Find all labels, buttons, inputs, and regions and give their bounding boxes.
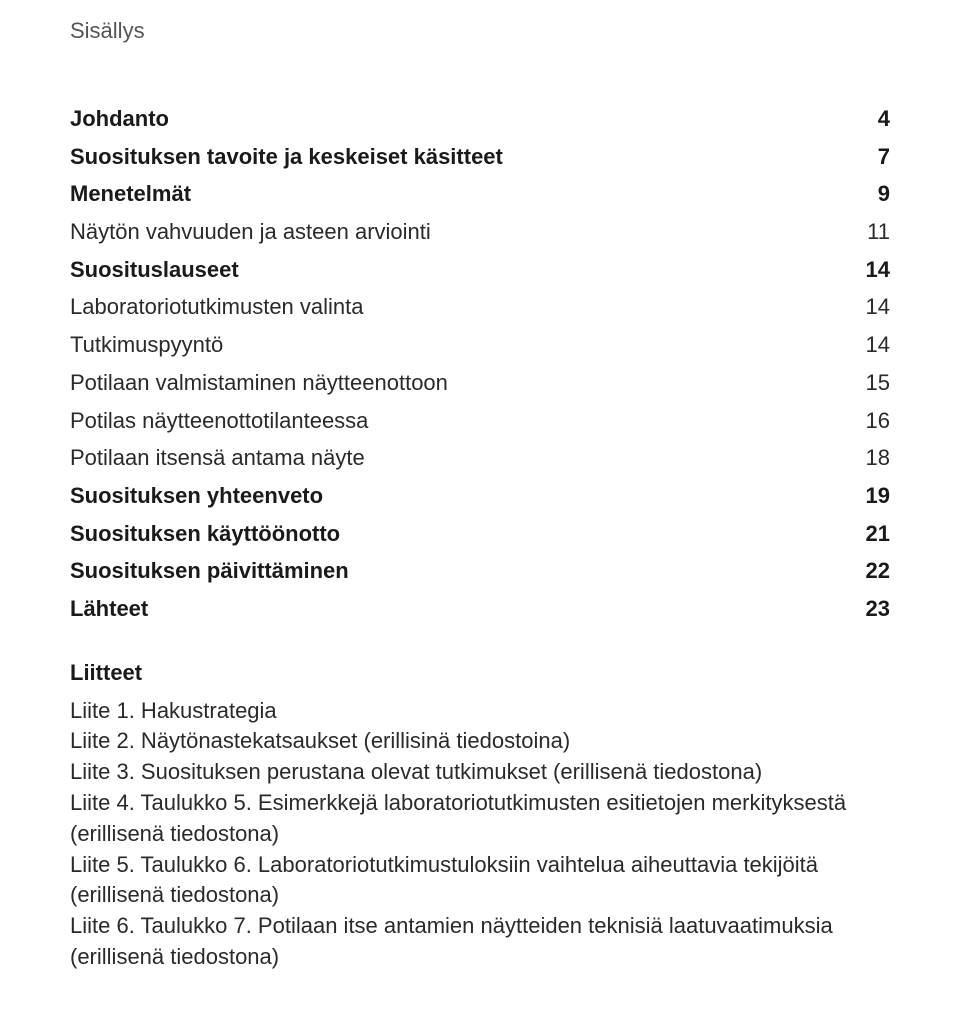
toc-page-number: 14 [846, 292, 890, 322]
toc-label: Laboratoriotutkimusten valinta [70, 292, 364, 322]
toc-page-number: 11 [847, 217, 890, 247]
attachments-heading: Liitteet [70, 660, 890, 686]
toc-row: Potilaan itsensä antama näyte 18 [70, 443, 890, 473]
attachment-line: Liite 5. Taulukko 6. Laboratoriotutkimus… [70, 850, 890, 912]
toc-row: Suosituksen yhteenveto 19 [70, 481, 890, 511]
toc-label: Potilaan valmistaminen näytteenottoon [70, 368, 448, 398]
toc-row: Menetelmät 9 [70, 179, 890, 209]
attachment-line: Liite 3. Suosituksen perustana olevat tu… [70, 757, 890, 788]
toc-label: Näytön vahvuuden ja asteen arviointi [70, 217, 431, 247]
toc-row: Potilas näytteenottotilanteessa 16 [70, 406, 890, 436]
attachment-line: Liite 1. Hakustrategia [70, 696, 890, 727]
attachment-line: Liite 6. Taulukko 7. Potilaan itse antam… [70, 911, 890, 973]
toc-row: Lähteet 23 [70, 594, 890, 624]
toc-page-number: 22 [846, 556, 890, 586]
toc-row: Suosituksen tavoite ja keskeiset käsitte… [70, 142, 890, 172]
toc-row: Laboratoriotutkimusten valinta 14 [70, 292, 890, 322]
toc-page-number: 19 [846, 481, 890, 511]
toc-label: Suosituksen käyttöönotto [70, 519, 340, 549]
toc-row: Suosituslauseet 14 [70, 255, 890, 285]
toc-label: Suosituksen tavoite ja keskeiset käsitte… [70, 142, 503, 172]
toc-page-number: 16 [846, 406, 890, 436]
attachment-line: Liite 4. Taulukko 5. Esimerkkejä laborat… [70, 788, 890, 850]
toc-page-number: 18 [846, 443, 890, 473]
toc-label: Johdanto [70, 104, 169, 134]
toc-list: Johdanto 4 Suosituksen tavoite ja keskeise… [70, 104, 890, 624]
toc-label: Suosituksen päivittäminen [70, 556, 349, 586]
toc-page-number: 14 [846, 255, 890, 285]
document-page: Sisällys Johdanto 4 Suosituksen tavoite ja… [0, 0, 960, 973]
toc-page-number: 23 [846, 594, 890, 624]
toc-label: Potilaan itsensä antama näyte [70, 443, 365, 473]
toc-page-number: 9 [858, 179, 890, 209]
toc-page-number: 15 [846, 368, 890, 398]
toc-label: Tutkimuspyyntö [70, 330, 223, 360]
toc-label: Suosituksen yhteenveto [70, 481, 323, 511]
toc-page-number: 14 [846, 330, 890, 360]
toc-row: Potilaan valmistaminen näytteenottoon 15 [70, 368, 890, 398]
toc-row: Suosituksen päivittäminen 22 [70, 556, 890, 586]
toc-page-number: 4 [858, 104, 890, 134]
toc-row: Johdanto 4 [70, 104, 890, 134]
toc-row: Tutkimuspyyntö 14 [70, 330, 890, 360]
toc-label: Lähteet [70, 594, 148, 624]
toc-row: Suosituksen käyttöönotto 21 [70, 519, 890, 549]
attachment-line: Liite 2. Näytönastekatsaukset (erillisin… [70, 726, 890, 757]
toc-page-number: 7 [858, 142, 890, 172]
toc-page-number: 21 [846, 519, 890, 549]
toc-row: Näytön vahvuuden ja asteen arviointi 11 [70, 217, 890, 247]
toc-label: Potilas näytteenottotilanteessa [70, 406, 368, 436]
attachments-list: Liite 1. HakustrategiaLiite 2. Näytönast… [70, 696, 890, 973]
page-title: Sisällys [70, 18, 890, 44]
toc-label: Suosituslauseet [70, 255, 239, 285]
toc-label: Menetelmät [70, 179, 191, 209]
